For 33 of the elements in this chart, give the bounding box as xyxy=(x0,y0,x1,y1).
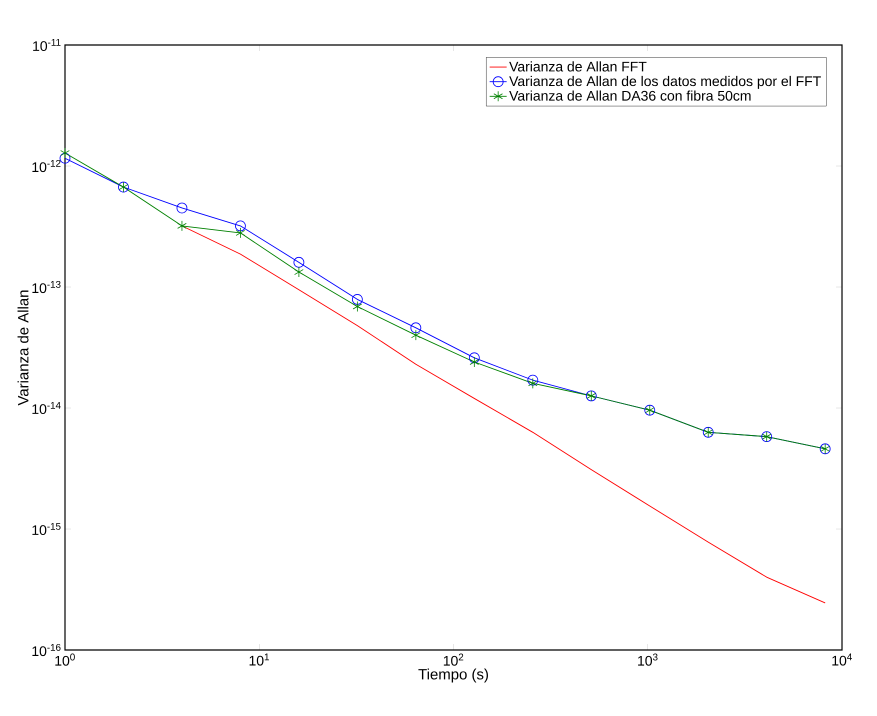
point xyxy=(294,266,304,278)
y-tick-label: 10$^{-16}$ xyxy=(32,644,61,656)
y-tick-label: 10$^{-13}$ xyxy=(32,280,61,294)
point xyxy=(176,202,188,214)
point xyxy=(236,228,246,238)
y-axis-title: Varianza de Allan xyxy=(18,290,29,406)
x-tick-label: 10$^{1}$ xyxy=(250,654,269,666)
x-axis-title: Tiempo (s) xyxy=(418,668,488,682)
y-tick-label: 10$^{-15}$ xyxy=(32,522,61,536)
point xyxy=(470,356,480,368)
point xyxy=(177,220,187,232)
point xyxy=(528,378,538,389)
x-tick-label: 10$^{2}$ xyxy=(444,654,464,666)
point xyxy=(60,148,70,158)
point xyxy=(352,294,363,305)
point xyxy=(293,256,304,268)
x-tick-label: 10$^{4}$ xyxy=(832,654,852,666)
legend-label: Varianza de Allan DA36 con fibra 50cm xyxy=(509,90,751,101)
point xyxy=(411,330,421,341)
point xyxy=(410,322,422,334)
x-tick-label: 10$^{0}$ xyxy=(55,654,75,666)
point xyxy=(352,301,362,312)
point xyxy=(527,374,538,386)
line-series xyxy=(182,225,826,604)
point xyxy=(235,220,246,232)
point xyxy=(60,152,70,164)
y-tick-label: 10$^{-12}$ xyxy=(32,160,60,172)
legend-label: Varianza de Allan de los datos medidos por el FFT xyxy=(509,76,821,89)
y-tick-label: 10$^{-14}$ xyxy=(32,402,61,414)
point xyxy=(468,352,480,364)
legend-label: Varianza de Allan FFT xyxy=(509,61,646,72)
y-tick-label: 10$^{-11}$ xyxy=(33,38,61,52)
x-tick-label: 10$^{3}$ xyxy=(638,654,658,666)
